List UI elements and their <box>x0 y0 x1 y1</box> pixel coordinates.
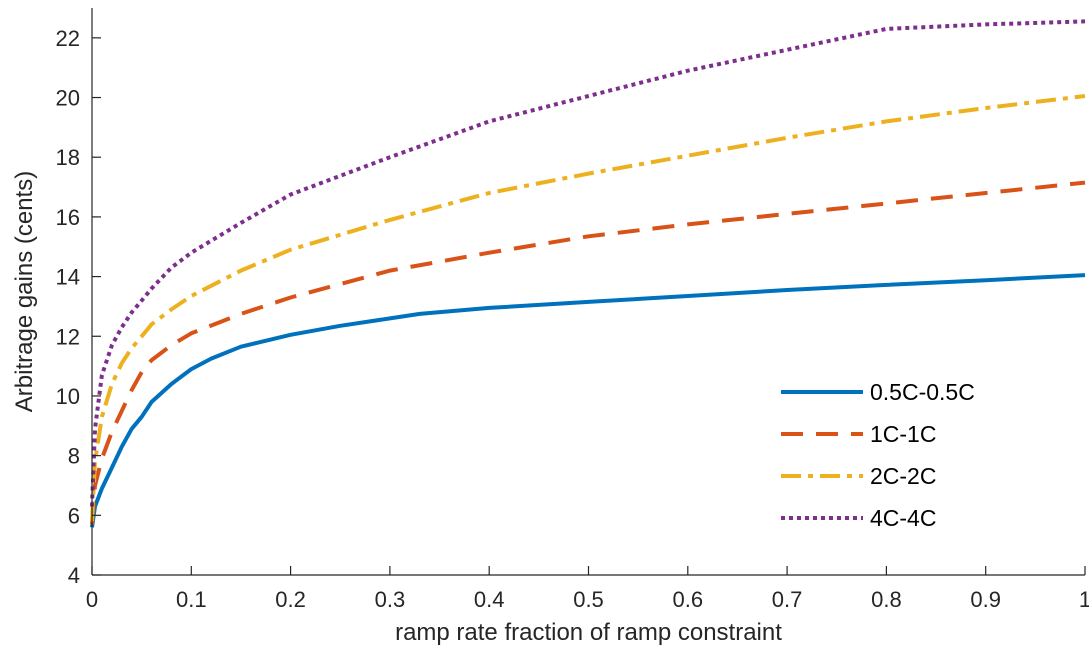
y-tick-label: 6 <box>68 503 80 528</box>
x-tick-label: 0.9 <box>970 587 1001 612</box>
x-tick-label: 0.3 <box>375 587 406 612</box>
x-axis-label: ramp rate fraction of ramp constraint <box>395 619 782 646</box>
x-tick-label: 0.2 <box>275 587 306 612</box>
legend-label: 4C-4C <box>870 505 936 531</box>
y-tick-label: 20 <box>56 86 80 111</box>
y-tick-label: 10 <box>56 384 80 409</box>
x-tick-label: 0 <box>86 587 98 612</box>
legend-label: 0.5C-0.5C <box>870 379 975 405</box>
x-tick-label: 0.4 <box>474 587 505 612</box>
x-tick-label: 0.7 <box>772 587 803 612</box>
legend-box <box>775 372 975 550</box>
x-tick-label: 1 <box>1079 587 1089 612</box>
legend-label: 2C-2C <box>870 463 936 489</box>
y-tick-label: 14 <box>56 265 80 290</box>
legend-label: 1C-1C <box>870 421 936 447</box>
y-tick-label: 4 <box>68 563 80 588</box>
axes-layer: 0 0.1 0.2 0.3 0.4 0.5 0.6 0.7 0.8 0.9 146810121416… <box>56 8 1089 612</box>
y-tick-label: 12 <box>56 324 80 349</box>
series-line-0-5c-0-5c <box>90 273 1086 528</box>
series-line-2c-2c <box>90 94 1086 522</box>
y-tick-label: 16 <box>56 205 80 230</box>
series-line-1c-1c <box>90 180 1086 525</box>
y-tick-label: 18 <box>56 145 80 170</box>
x-tick-label: 0.1 <box>176 587 207 612</box>
y-tick-label: 8 <box>68 444 80 469</box>
series-line-4c-4c <box>90 19 1086 507</box>
series-layer <box>90 19 1086 528</box>
legend: 0.5C-0.5C 1C-1C 2C-2C 4C-4C <box>775 372 975 550</box>
y-axis-label: Arbitrage gains (cents) <box>11 171 38 412</box>
x-tick-label: 0.5 <box>573 587 604 612</box>
y-tick-label: 22 <box>56 26 80 51</box>
x-tick-label: 0.8 <box>871 587 902 612</box>
x-tick-label: 0.6 <box>673 587 704 612</box>
